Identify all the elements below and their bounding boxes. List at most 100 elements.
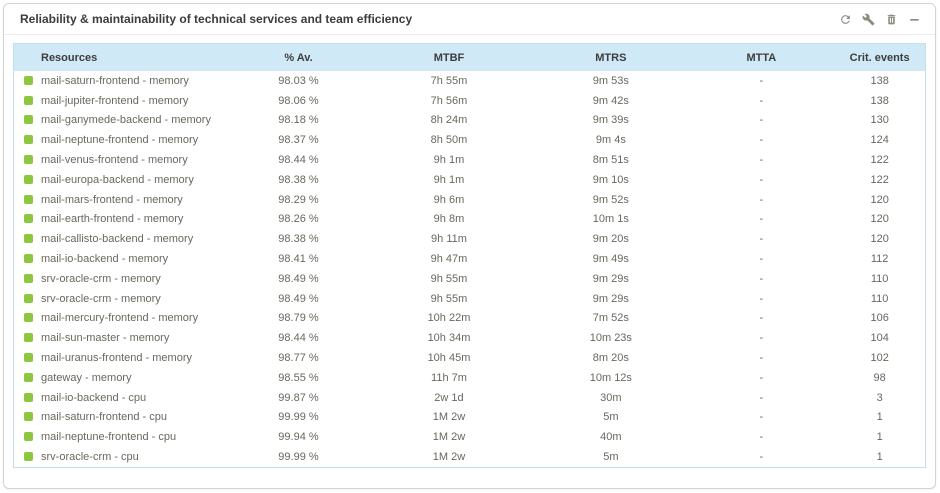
resource-cell[interactable]: mail-io-backend - memory bbox=[14, 249, 233, 269]
column-header-availability[interactable]: % Av. bbox=[232, 43, 365, 71]
resource-cell[interactable]: mail-neptune-frontend - memory bbox=[14, 130, 233, 150]
mtta-value: - bbox=[759, 253, 764, 266]
mtbf-value: 9h 55m bbox=[430, 272, 468, 285]
mtbf-value: 10h 22m bbox=[427, 312, 471, 325]
resource-cell[interactable]: mail-callisto-backend - memory bbox=[14, 229, 233, 249]
table-row[interactable]: mail-venus-frontend - memory 98.44 % 9h … bbox=[14, 150, 926, 170]
wrench-icon[interactable] bbox=[861, 12, 875, 26]
crit-events-value: 124 bbox=[870, 134, 889, 147]
resource-cell[interactable]: mail-europa-backend - memory bbox=[14, 170, 233, 190]
resource-name: mail-mercury-frontend - memory bbox=[41, 312, 199, 325]
mtta-value: - bbox=[759, 272, 764, 285]
mtrs-value: 9m 4s bbox=[595, 134, 626, 147]
availability-value: 98.49 % bbox=[278, 292, 319, 305]
mtta-value: - bbox=[759, 114, 764, 127]
table-row[interactable]: mail-mercury-frontend - memory 98.79 % 1… bbox=[14, 309, 926, 329]
crit-events-value: 122 bbox=[870, 154, 889, 167]
resource-cell[interactable]: mail-saturn-frontend - memory bbox=[14, 71, 233, 91]
table-row[interactable]: mail-saturn-frontend - memory 98.03 % 7h… bbox=[14, 71, 926, 91]
resource-cell[interactable]: mail-sun-master - memory bbox=[14, 328, 233, 348]
status-ok-icon bbox=[24, 392, 33, 402]
resource-cell[interactable]: mail-io-backend - cpu bbox=[14, 388, 233, 408]
table-header-row: Resources % Av. MTBF MTRS MTTA Crit. eve… bbox=[13, 43, 926, 71]
status-ok-icon bbox=[24, 313, 33, 323]
resource-cell[interactable]: gateway - memory bbox=[14, 368, 233, 388]
resource-name: srv-oracle-crm - memory bbox=[41, 292, 161, 305]
resource-cell[interactable]: mail-mars-frontend - memory bbox=[14, 190, 233, 210]
status-ok-icon bbox=[24, 135, 33, 145]
crit-events-value: 110 bbox=[870, 272, 889, 285]
availability-value: 99.87 % bbox=[278, 391, 319, 404]
minimize-icon[interactable] bbox=[907, 12, 921, 26]
status-ok-icon bbox=[24, 174, 33, 184]
table-row[interactable]: mail-ganymede-backend - memory 98.18 % 8… bbox=[14, 111, 926, 131]
resource-cell[interactable]: mail-neptune-frontend - cpu bbox=[14, 427, 233, 447]
availability-value: 98.55 % bbox=[278, 371, 319, 384]
table-row[interactable]: srv-oracle-crm - memory 98.49 % 9h 55m 9… bbox=[14, 269, 926, 289]
resource-cell[interactable]: mail-ganymede-backend - memory bbox=[14, 111, 233, 131]
resource-cell[interactable]: srv-oracle-crm - memory bbox=[14, 269, 233, 289]
mtrs-value: 40m bbox=[600, 431, 622, 444]
column-header-resources[interactable]: Resources bbox=[13, 43, 233, 71]
resource-cell[interactable]: mail-saturn-frontend - cpu bbox=[14, 408, 233, 428]
table-row[interactable]: mail-neptune-frontend - memory 98.37 % 8… bbox=[14, 130, 926, 150]
column-header-mtrs[interactable]: MTRS bbox=[533, 43, 689, 71]
mtbf-value: 1M 2w bbox=[432, 411, 466, 424]
resource-name: mail-ganymede-backend - memory bbox=[41, 114, 211, 127]
resource-cell[interactable]: srv-oracle-crm - cpu bbox=[14, 447, 233, 467]
mtta-value: - bbox=[759, 451, 764, 464]
mtrs-value: 10m 1s bbox=[592, 213, 629, 226]
resource-cell[interactable]: mail-venus-frontend - memory bbox=[14, 150, 233, 170]
table-row[interactable]: mail-jupiter-frontend - memory 98.06 % 7… bbox=[14, 91, 926, 111]
table-row[interactable]: gateway - memory 98.55 % 11h 7m 10m 12s … bbox=[14, 368, 926, 388]
table-row[interactable]: mail-sun-master - memory 98.44 % 10h 34m… bbox=[14, 328, 926, 348]
mtta-value: - bbox=[759, 94, 764, 107]
mtrs-value: 7m 52s bbox=[592, 312, 629, 325]
resource-name: mail-neptune-frontend - cpu bbox=[41, 431, 177, 444]
trash-icon[interactable] bbox=[884, 12, 898, 26]
resource-cell[interactable]: mail-jupiter-frontend - memory bbox=[14, 91, 233, 111]
table-row[interactable]: mail-io-backend - cpu 99.87 % 2w 1d 30m … bbox=[14, 388, 926, 408]
status-ok-icon bbox=[24, 293, 33, 303]
crit-events-value: 138 bbox=[870, 94, 889, 107]
table-row[interactable]: mail-callisto-backend - memory 98.38 % 9… bbox=[14, 229, 926, 249]
table-row[interactable]: mail-mars-frontend - memory 98.29 % 9h 6… bbox=[14, 190, 926, 210]
mtta-value: - bbox=[759, 233, 764, 246]
table-row[interactable]: mail-uranus-frontend - memory 98.77 % 10… bbox=[14, 348, 926, 368]
table-row[interactable]: mail-io-backend - memory 98.41 % 9h 47m … bbox=[14, 249, 926, 269]
availability-value: 98.18 % bbox=[278, 114, 319, 127]
crit-events-value: 102 bbox=[870, 352, 889, 365]
column-header-mtta[interactable]: MTTA bbox=[688, 43, 835, 71]
mtbf-value: 1M 2w bbox=[432, 451, 466, 464]
resource-cell[interactable]: mail-mercury-frontend - memory bbox=[14, 309, 233, 329]
table-row[interactable]: srv-oracle-crm - memory 98.49 % 9h 55m 9… bbox=[14, 289, 926, 309]
status-ok-icon bbox=[24, 412, 33, 422]
table-row[interactable]: mail-europa-backend - memory 98.38 % 9h … bbox=[14, 170, 926, 190]
mtrs-value: 8m 20s bbox=[592, 352, 629, 365]
crit-events-value: 122 bbox=[870, 173, 889, 186]
mtta-value: - bbox=[759, 134, 764, 147]
resource-name: mail-uranus-frontend - memory bbox=[41, 352, 192, 365]
table-row[interactable]: mail-saturn-frontend - cpu 99.99 % 1M 2w… bbox=[14, 408, 926, 428]
refresh-icon[interactable] bbox=[838, 12, 852, 26]
resource-cell[interactable]: mail-uranus-frontend - memory bbox=[14, 348, 233, 368]
mtta-value: - bbox=[759, 332, 764, 345]
mtbf-value: 9h 11m bbox=[431, 233, 467, 246]
availability-value: 98.38 % bbox=[278, 233, 319, 246]
mtrs-value: 9m 10s bbox=[592, 173, 629, 186]
column-header-crit-events[interactable]: Crit. events bbox=[834, 43, 926, 71]
crit-events-value: 120 bbox=[870, 233, 889, 246]
table-row[interactable]: mail-neptune-frontend - cpu 99.94 % 1M 2… bbox=[14, 427, 926, 447]
mtrs-value: 9m 42s bbox=[592, 94, 629, 107]
resource-cell[interactable]: srv-oracle-crm - memory bbox=[14, 289, 233, 309]
mtta-value: - bbox=[759, 292, 764, 305]
table-row[interactable]: srv-oracle-crm - cpu 99.99 % 1M 2w 5m - … bbox=[14, 447, 926, 467]
table-row[interactable]: mail-earth-frontend - memory 98.26 % 9h … bbox=[14, 210, 926, 230]
mtrs-value: 9m 20s bbox=[592, 233, 629, 246]
availability-value: 99.99 % bbox=[278, 411, 319, 424]
column-header-mtbf[interactable]: MTBF bbox=[364, 43, 534, 71]
crit-events-value: 138 bbox=[870, 74, 889, 87]
resource-cell[interactable]: mail-earth-frontend - memory bbox=[14, 210, 233, 230]
mtta-value: - bbox=[759, 312, 764, 325]
widget-card: Reliability & maintainability of technic… bbox=[3, 3, 936, 489]
